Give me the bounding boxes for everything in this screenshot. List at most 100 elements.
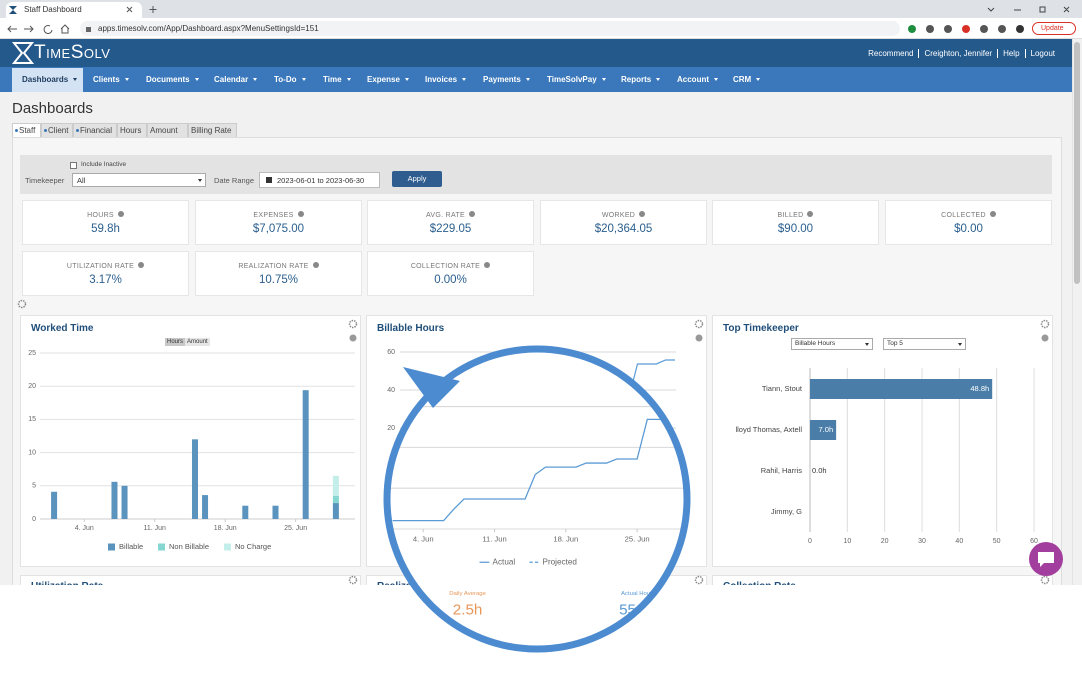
nav-label: Documents	[146, 75, 190, 84]
nav-item[interactable]: Documents	[146, 75, 199, 84]
nav-item[interactable]: Payments	[483, 75, 530, 84]
lower-panel: Utilization Rate	[20, 575, 361, 585]
kpi-card: COLLECTED $0.00	[885, 200, 1052, 245]
dropdown-value: Top 5	[887, 340, 903, 347]
kpi-label: HOURS	[87, 212, 114, 219]
select-caret	[198, 179, 202, 182]
nav-item[interactable]: Invoices	[425, 75, 467, 84]
nav-item[interactable]: To-Do	[274, 75, 306, 84]
nav-label: Invoices	[425, 75, 458, 84]
kpi-value: 10.75%	[258, 274, 298, 286]
nav-caret	[756, 78, 761, 81]
date-range-label: Date Range	[214, 176, 255, 185]
scrollbar	[1072, 39, 1082, 585]
kpi-label-row: BILLED	[713, 204, 878, 222]
nav-caret	[73, 78, 78, 81]
nav-caret	[601, 78, 606, 81]
checkbox[interactable]	[70, 162, 77, 169]
info-icon	[469, 211, 475, 217]
dashboard-tab[interactable]: Hours	[117, 123, 147, 138]
hours-amount-toggle: Hours Amount	[165, 338, 210, 346]
header-link[interactable]: Recommend	[868, 49, 914, 58]
kpi-label-row: COLLECTED	[886, 204, 1051, 222]
tab-label: Amount	[150, 126, 178, 135]
panel-title: Top Timekeeper	[723, 323, 799, 334]
nav-item[interactable]: Reports	[621, 75, 661, 84]
nav-caret	[253, 78, 258, 81]
info-icon	[807, 211, 814, 217]
calendar-icon	[266, 177, 272, 183]
logo: TimeSolv	[34, 42, 111, 63]
nav-item[interactable]: Clients	[93, 75, 129, 84]
tab-bullet	[15, 129, 18, 132]
update-button[interactable]: Update	[1032, 22, 1076, 35]
nav-label: Clients	[93, 75, 120, 84]
kpi-card: BILLED $90.00	[712, 200, 879, 245]
kpi-label: EXPENSES	[253, 212, 294, 219]
dashboard-tab[interactable]: Client	[41, 123, 73, 138]
dropdown[interactable]: Top 5	[883, 338, 966, 350]
kpi-label: BILLED	[777, 212, 804, 219]
kpi-value: $90.00	[777, 223, 814, 235]
url-field[interactable]	[80, 21, 900, 36]
nav-label: Account	[677, 75, 709, 84]
kpi-card: COLLECTION RATE 0.00%	[367, 251, 534, 296]
app-header	[0, 39, 1072, 67]
nav-item[interactable]: Calendar	[214, 75, 258, 84]
info-icon	[312, 262, 319, 268]
nav-item[interactable]: CRM	[733, 75, 761, 84]
nav-bar	[0, 67, 1072, 92]
kpi-label-row: AVG. RATE	[368, 204, 533, 222]
chart-panel: Worked Time Hours Amount	[20, 315, 361, 567]
kpi-label: WORKED	[601, 212, 636, 219]
scroll-thumb	[1074, 42, 1080, 284]
kpi-value: $7,075.00	[252, 223, 305, 235]
nav-label: Calendar	[214, 75, 249, 84]
toggle-option[interactable]: Amount	[185, 338, 210, 346]
nav-item[interactable]: Expense	[367, 75, 409, 84]
nav-item[interactable]: Account	[677, 75, 718, 84]
kpi-label: UTILIZATION RATE	[66, 263, 135, 270]
nav-item[interactable]: TimeSolvPay	[547, 75, 606, 84]
nav-caret	[656, 78, 661, 81]
apply-button[interactable]: Apply	[392, 171, 442, 187]
browser-tab[interactable]: Staff Dashboard	[6, 2, 142, 18]
header-link[interactable]: Creighton, Jennifer	[918, 49, 997, 58]
kpi-value: $20,364.05	[594, 223, 653, 235]
panel-title: Realization Rate	[377, 581, 454, 585]
nav-item[interactable]: Dashboards	[22, 75, 78, 84]
kpi-value: $229.05	[429, 223, 472, 235]
dashboard-tab[interactable]: Financial	[73, 123, 117, 138]
tab-bullet	[76, 129, 79, 132]
tab-label: Billing Rate	[191, 126, 232, 135]
tab-bar	[0, 0, 1082, 18]
panel-title: Utilization Rate	[31, 581, 103, 585]
kpi-card: UTILIZATION RATE 3.17%	[22, 251, 189, 296]
nav-caret	[346, 78, 351, 81]
checkbox-label: Include Inactive	[81, 161, 127, 168]
tab-label: Financial	[80, 126, 113, 135]
select-value: All	[77, 176, 86, 185]
kpi-label: AVG. RATE	[425, 212, 465, 219]
date-range-input[interactable]: 2023-06-01 to 2023-06-30	[259, 172, 380, 188]
toggle-option[interactable]: Hours	[165, 338, 186, 346]
timekeeper-select[interactable]: All	[72, 173, 206, 187]
kpi-label-row: UTILIZATION RATE	[23, 255, 188, 273]
nav-caret	[301, 78, 306, 81]
dashboard-tab[interactable]: Billing Rate	[188, 123, 237, 138]
kpi-card: AVG. RATE $229.05	[367, 200, 534, 245]
header-link[interactable]: Help	[997, 49, 1024, 58]
timekeeper-label: Timekeeper	[25, 176, 65, 185]
dashboard-tab[interactable]: Staff	[12, 123, 41, 138]
header-link[interactable]: Logout	[1024, 49, 1060, 58]
kpi-label-row: WORKED	[541, 204, 706, 222]
date-range-value: 2023-06-01 to 2023-06-30	[277, 176, 365, 185]
dropdown[interactable]: Billable Hours	[791, 338, 873, 350]
nav-caret	[194, 78, 199, 81]
nav-item[interactable]: Time	[323, 75, 351, 84]
dropdown-caret	[865, 343, 869, 346]
kpi-label-row: EXPENSES	[196, 204, 361, 222]
nav-caret	[404, 78, 409, 81]
dashboard-tab[interactable]: Amount	[147, 123, 188, 138]
